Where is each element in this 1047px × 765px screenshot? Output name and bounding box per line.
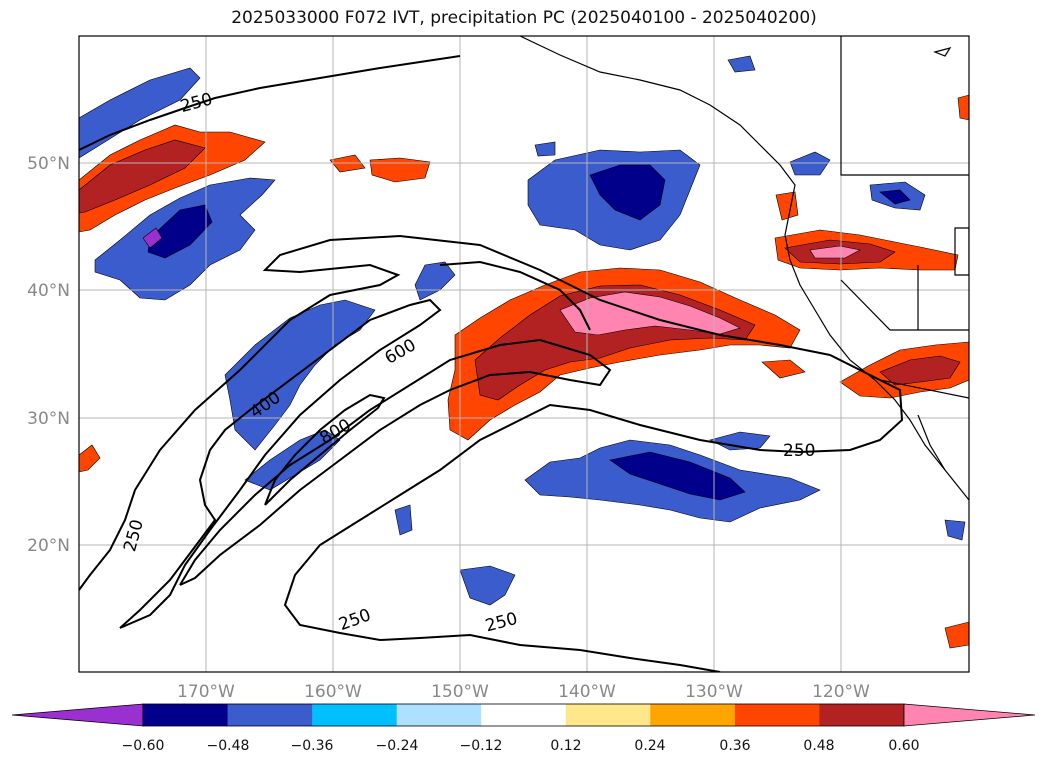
coastlines — [519, 36, 969, 501]
map-frame — [78, 35, 970, 673]
ivt-contour-800 — [264, 393, 386, 506]
anomaly-region-central-lower-blue — [244, 429, 341, 491]
anomaly-spot-blue-4 — [944, 519, 966, 541]
colorbar-segment — [481, 704, 567, 726]
map-title: 2025033000 F072 IVT, precipitation PC (2… — [231, 8, 817, 28]
lon-label: 130°W — [685, 682, 743, 702]
anomaly-region-east-blue — [709, 431, 771, 451]
anomaly-spot-warm-3 — [761, 359, 806, 379]
positive-anomaly-regions — [79, 94, 969, 649]
anomaly-spot-blue-1 — [394, 504, 413, 536]
colorbar-tick-label: −0.24 — [376, 738, 419, 754]
colorbar-tick-label: 0.36 — [719, 738, 750, 754]
anomaly-core-subtropical — [609, 451, 746, 501]
lon-label: 160°W — [304, 682, 362, 702]
colorbar-extend-low — [11, 703, 144, 727]
colorbar-tick-label: 0.60 — [888, 738, 919, 754]
colorbar-segment — [143, 704, 229, 726]
anomaly-spot-warm-2 — [369, 157, 431, 183]
colorbar-segment — [565, 704, 651, 726]
ivt-contour-250-north — [79, 55, 461, 151]
anomaly-core-gulf — [589, 164, 666, 221]
lon-label: 120°W — [812, 682, 870, 702]
ivt-contour-250-main — [79, 234, 904, 672]
lon-label: 170°W — [177, 682, 235, 702]
anomaly-core-ca-pink — [809, 245, 861, 259]
anomaly-spot-warm-4 — [79, 444, 101, 473]
colorbar-tick-label: 0.48 — [803, 738, 834, 754]
anomaly-region-south-warm — [944, 621, 969, 649]
ivt-contours — [79, 55, 904, 672]
anomaly-core-inland — [879, 189, 911, 205]
latitude-labels: 50°N 40°N 30°N 20°N — [27, 154, 70, 556]
anomaly-core-nw-warm — [79, 139, 206, 214]
colorbar-segment — [312, 704, 398, 726]
colorbar-tick-label: −0.48 — [207, 738, 250, 754]
anomaly-region-nw-warm — [79, 124, 266, 233]
anomaly-spot-blue-3 — [534, 141, 556, 157]
colorbar-tick-label: −0.60 — [122, 738, 165, 754]
anomaly-core-aleutian-purple — [142, 227, 163, 249]
lat-label: 20°N — [27, 536, 70, 556]
longitude-labels: 170°W 160°W 150°W 140°W 130°W 120°W — [177, 682, 870, 702]
anomaly-core-sw — [879, 355, 961, 386]
colorbar: −0.60 −0.48 −0.36 −0.24 −0.12 0.12 0.24 … — [11, 703, 1036, 754]
anomaly-spot-blue-2 — [727, 55, 756, 73]
ivt-contour-600-outer — [439, 260, 591, 331]
colorbar-extend-high — [903, 703, 1036, 727]
anomaly-spot-warm-5 — [957, 94, 969, 121]
lat-label: 30°N — [27, 409, 70, 429]
colorbar-tick-label: 0.24 — [634, 738, 665, 754]
colorbar-segment — [734, 704, 820, 726]
colorbar-tick-label: −0.36 — [291, 738, 334, 754]
colorbar-tick-label: 0.12 — [550, 738, 581, 754]
ivt-label-250-east: 250 — [783, 441, 815, 461]
anomaly-core-river-pink — [559, 291, 741, 336]
anomaly-core-aleutian — [147, 204, 213, 259]
lon-label: 140°W — [558, 682, 616, 702]
lat-label: 40°N — [27, 281, 70, 301]
colorbar-segment — [227, 704, 313, 726]
lat-label: 50°N — [27, 154, 70, 174]
plot-area: 250 250 250 250 250 400 600 800 — [79, 36, 969, 672]
colorbar-segment — [650, 704, 736, 726]
lon-label: 150°W — [431, 682, 489, 702]
ivt-contour-600 — [179, 338, 612, 586]
ivt-contour-400 — [119, 298, 442, 629]
colorbar-segment — [396, 704, 482, 726]
colorbar-labels: −0.60 −0.48 −0.36 −0.24 −0.12 0.12 0.24 … — [122, 738, 920, 754]
anomaly-region-south-blue — [459, 565, 516, 606]
colorbar-tick-label: −0.12 — [460, 738, 503, 754]
colorbar-segments — [142, 703, 905, 727]
colorbar-segment — [819, 704, 905, 726]
